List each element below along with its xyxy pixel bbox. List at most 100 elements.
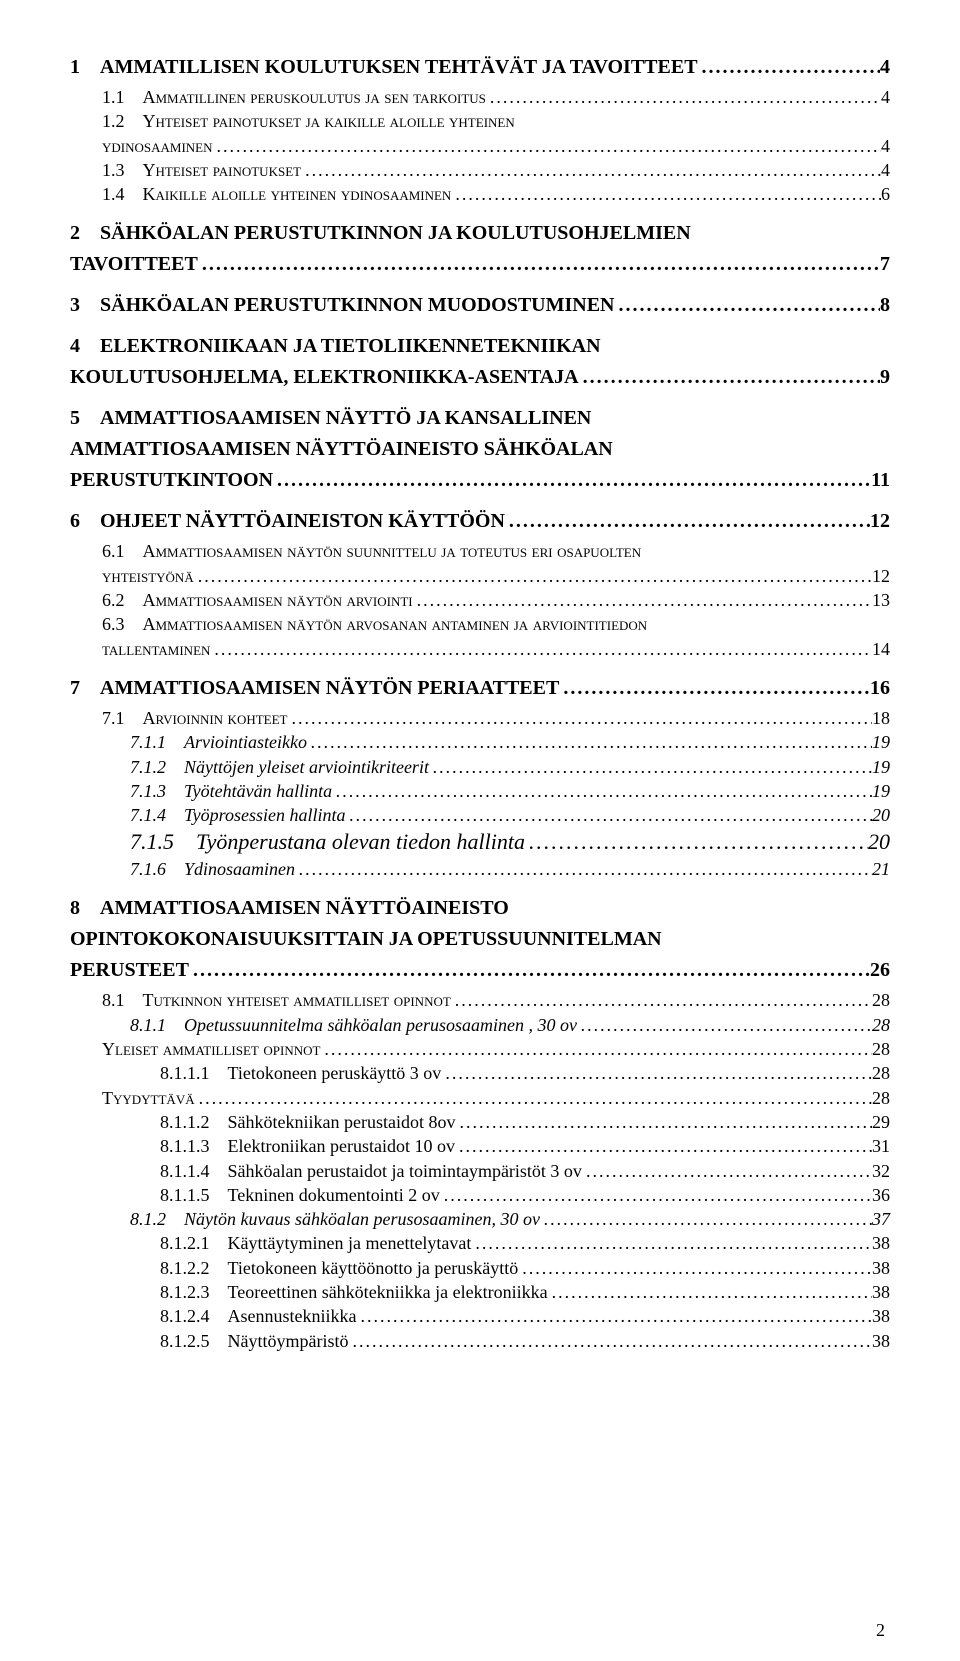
toc-page-number: 7: [880, 251, 890, 278]
toc-label: Näyttöjen yleiset arviointikriteerit: [184, 755, 429, 779]
toc-number: 8.1.1: [130, 1013, 184, 1037]
toc-leader: [348, 1329, 872, 1353]
toc-number: 8.1: [102, 988, 143, 1012]
toc-page-number: 11: [871, 467, 890, 494]
toc-number: 7.1.3: [130, 779, 184, 803]
toc-label: Näytön kuvaus sähköalan perusosaaminen, …: [184, 1207, 540, 1231]
toc-entry: 7.1.3 Työtehtävän hallinta 19: [130, 779, 890, 803]
toc-label: SÄHKÖALAN PERUSTUTKINNON JA KOULUTUSOHJE…: [100, 220, 691, 247]
toc-leader: [301, 158, 881, 182]
toc-entry: 7.1 Arvioinnin kohteet18: [102, 706, 890, 730]
toc-leader: [455, 1134, 872, 1158]
toc-entry: 8.1.2.4 Asennustekniikka38: [160, 1304, 890, 1328]
toc-entry: 1.1 Ammatillinen peruskoulutus ja sen ta…: [102, 85, 890, 109]
toc-label: Työtehtävän hallinta: [184, 779, 332, 803]
toc-label: AMMATTIOSAAMISEN NÄYTTÖAINEISTO SÄHKÖALA…: [70, 436, 613, 463]
toc-entry: 6.1 Ammattiosaamisen näytön suunnittelu …: [102, 539, 890, 563]
toc-entry: yhteistyönä12: [102, 564, 890, 588]
toc-leader: [288, 706, 873, 730]
toc-leader: [198, 251, 880, 278]
toc-page-number: 20: [872, 803, 890, 827]
toc-page-number: 12: [870, 508, 890, 535]
toc-label: ELEKTRONIIKAAN JA TIETOLIIKENNETEKNIIKAN: [100, 333, 601, 360]
toc-entry: OPINTOKOKONAISUUKSITTAIN JA OPETUSSUUNNI…: [70, 926, 890, 953]
toc-number: 7.1.2: [130, 755, 184, 779]
toc-leader: [356, 1304, 872, 1328]
toc-entry: 8.1.1.1 Tietokoneen peruskäyttö 3 ov28: [160, 1061, 890, 1085]
toc-entry: TAVOITTEET 7: [70, 251, 890, 278]
toc-leader: [195, 1086, 872, 1110]
toc-number: 8.1.1.4: [160, 1159, 228, 1183]
toc-entry: 8.1.2.2 Tietokoneen käyttöönotto ja peru…: [160, 1256, 890, 1280]
toc-page-number: 19: [872, 755, 890, 779]
toc-page-number: 29: [872, 1110, 890, 1134]
toc-leader: [346, 803, 873, 827]
toc-entry: Tyydyttävä28: [102, 1086, 890, 1110]
toc-number: 7.1: [102, 706, 143, 730]
toc-entry: 8.1.1.2 Sähkötekniikan perustaidot 8ov29: [160, 1110, 890, 1134]
toc-entry: tallentaminen 14: [102, 637, 890, 661]
toc-label: yhteistyönä: [102, 564, 194, 588]
toc-page-number: 4: [881, 85, 890, 109]
toc-label: Ydinosaaminen: [184, 857, 295, 881]
toc-page-number: 21: [872, 857, 890, 881]
toc-number: 1.3: [102, 158, 143, 182]
toc-leader: [295, 857, 872, 881]
toc-entry: 7.1.4 Työprosessien hallinta20: [130, 803, 890, 827]
toc-entry: 1.4 Kaikille aloille yhteinen ydinosaami…: [102, 182, 890, 206]
toc-entry: 1.2 Yhteiset painotukset ja kaikille alo…: [102, 109, 890, 133]
toc-leader: [213, 134, 882, 158]
toc-label: Yhteiset painotukset: [143, 158, 302, 182]
toc-page: 1 AMMATILLISEN KOULUTUKSEN TEHTÄVÄT JA T…: [0, 0, 960, 1393]
toc-label: AMMATILLISEN KOULUTUKSEN TEHTÄVÄT JA TAV…: [100, 54, 698, 81]
toc-page-number: 28: [872, 988, 890, 1012]
toc-entry: 7 AMMATTIOSAAMISEN NÄYTÖN PERIAATTEET16: [70, 675, 890, 702]
toc-label: tallentaminen: [102, 637, 210, 661]
toc-page-number: 28: [872, 1013, 890, 1037]
toc-label: Ammattiosaamisen näytön arvosanan antami…: [143, 612, 648, 636]
toc-page-number: 26: [870, 957, 890, 984]
toc-page-number: 19: [872, 730, 890, 754]
toc-entry: 1.3 Yhteiset painotukset 4: [102, 158, 890, 182]
toc-entry: 7.1.5 Työnperustana olevan tiedon hallin…: [130, 827, 890, 857]
toc-leader: [210, 637, 872, 661]
toc-page-number: 31: [872, 1134, 890, 1158]
toc-entry: 7.1.2 Näyttöjen yleiset arviointikriteer…: [130, 755, 890, 779]
toc-leader: [189, 957, 870, 984]
toc-number: 6.1: [102, 539, 143, 563]
toc-label: PERUSTUTKINTOON: [70, 467, 273, 494]
toc-page-number: 19: [872, 779, 890, 803]
toc-leader: [548, 1280, 872, 1304]
toc-page-number: 4: [881, 134, 890, 158]
toc-page-number: 4: [880, 54, 890, 81]
toc-label: OPINTOKOKONAISUUKSITTAIN JA OPETUSSUUNNI…: [70, 926, 662, 953]
toc-number: 8.1.1.2: [160, 1110, 228, 1134]
toc-number: 8: [70, 895, 100, 922]
toc-leader: [525, 827, 868, 857]
toc-entry: AMMATTIOSAAMISEN NÄYTTÖAINEISTO SÄHKÖALA…: [70, 436, 890, 463]
toc-number: 1.4: [102, 182, 143, 206]
toc-entry: 8.1.2.3 Teoreettinen sähkötekniikka ja e…: [160, 1280, 890, 1304]
toc-entry: 8.1.2 Näytön kuvaus sähköalan perusosaam…: [130, 1207, 890, 1231]
toc-entry: 8 AMMATTIOSAAMISEN NÄYTTÖAINEISTO: [70, 895, 890, 922]
toc-entry: 2 SÄHKÖALAN PERUSTUTKINNON JA KOULUTUSOH…: [70, 220, 890, 247]
toc-page-number: 14: [872, 637, 890, 661]
toc-leader: [540, 1207, 872, 1231]
toc-label: Elektroniikan perustaidot 10 ov: [228, 1134, 455, 1158]
toc-number: 8.1.2.2: [160, 1256, 228, 1280]
toc-leader: [577, 1013, 872, 1037]
toc-label: ydinosaaminen: [102, 134, 213, 158]
toc-label: SÄHKÖALAN PERUSTUTKINNON MUODOSTUMINEN: [100, 292, 615, 319]
toc-page-number: 18: [872, 706, 890, 730]
toc-entry: KOULUTUSOHJELMA, ELEKTRONIIKKA-ASENTAJA …: [70, 364, 890, 391]
toc-label: Asennustekniikka: [228, 1304, 357, 1328]
toc-number: 7.1.6: [130, 857, 184, 881]
toc-label: Arviointiasteikko: [184, 730, 307, 754]
toc-number: 8.1.2: [130, 1207, 184, 1231]
toc-leader: [332, 779, 872, 803]
toc-page-number: 6: [881, 182, 890, 206]
toc-entry: ydinosaaminen 4: [102, 134, 890, 158]
toc-leader: [440, 1183, 872, 1207]
toc-number: 8.1.1.3: [160, 1134, 228, 1158]
toc-leader: [582, 1159, 872, 1183]
